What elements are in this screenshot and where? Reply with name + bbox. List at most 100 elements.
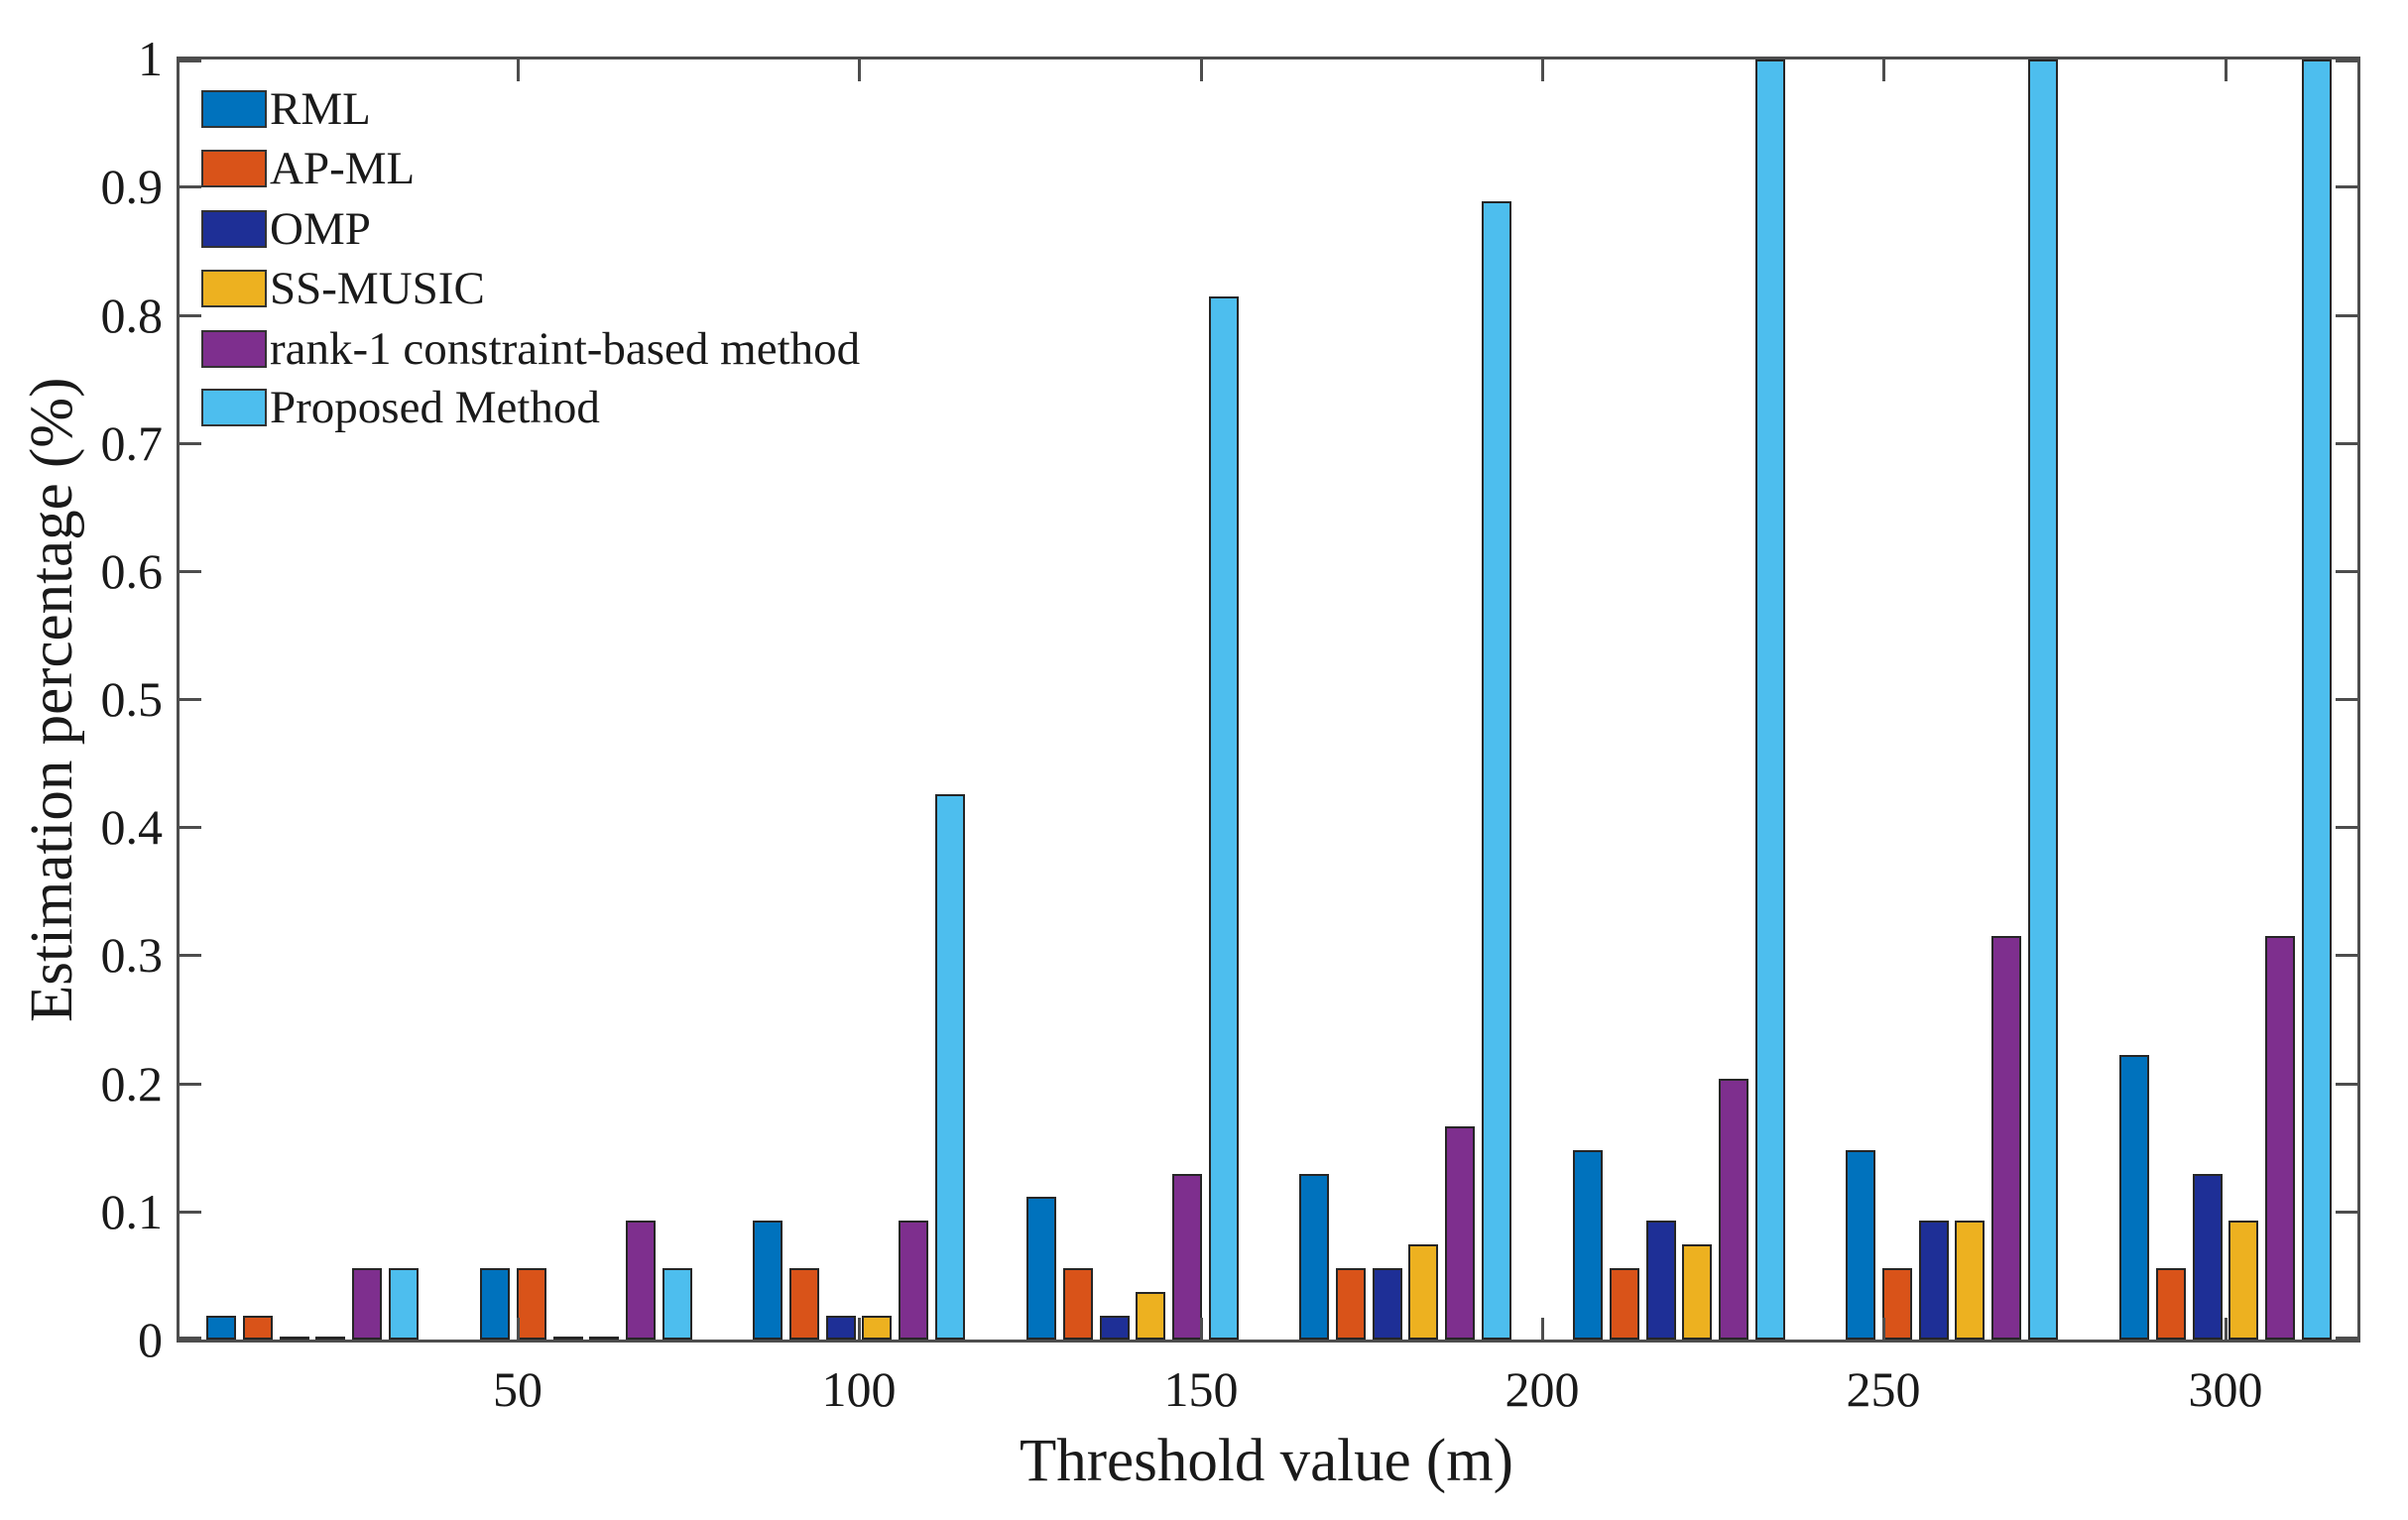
y-tick-left-0.7 <box>180 442 201 445</box>
bar-omp-group5 <box>1373 1268 1402 1340</box>
bar-proposed-method-group4 <box>1209 296 1239 1340</box>
bar-omp-group6 <box>1646 1221 1676 1340</box>
bar-omp-group7 <box>1919 1221 1949 1340</box>
x-tick-label-250: 250 <box>1846 1361 1921 1417</box>
bar-proposed-method-group8 <box>2302 59 2332 1340</box>
bar-rank-1-constraint-based-method-group7 <box>1991 936 2021 1340</box>
bar-ss-music-group8 <box>2228 1221 2258 1340</box>
legend-swatch-rml <box>201 90 267 128</box>
y-tick-right-1 <box>2336 59 2357 62</box>
bar-rank-1-constraint-based-method-group4 <box>1172 1174 1202 1340</box>
legend-swatch-rank-1-constraint-based-method <box>201 330 267 368</box>
bar-ss-music-group3 <box>862 1316 892 1340</box>
x-tick-bottom-250 <box>1882 1318 1885 1340</box>
bar-rml-group5 <box>1299 1174 1329 1340</box>
x-tick-label-300: 300 <box>2188 1361 2263 1417</box>
x-tick-bottom-200 <box>1541 1318 1544 1340</box>
bar-proposed-method-group1 <box>389 1268 419 1340</box>
bar-rml-group4 <box>1026 1197 1056 1340</box>
x-tick-label-200: 200 <box>1505 1361 1580 1417</box>
bar-rml-group8 <box>2119 1055 2149 1340</box>
bar-rml-group6 <box>1573 1150 1603 1340</box>
y-tick-left-0.4 <box>180 826 201 829</box>
bar-proposed-method-group3 <box>935 794 965 1340</box>
legend-swatch-proposed-method <box>201 389 267 426</box>
y-tick-label-1: 1 <box>138 31 163 86</box>
legend-label: rank-1 constraint-based method <box>270 323 861 375</box>
y-tick-label-0: 0 <box>138 1312 163 1367</box>
y-tick-right-0.9 <box>2336 185 2357 188</box>
y-tick-label-0.4: 0.4 <box>100 799 164 855</box>
y-tick-label-0.2: 0.2 <box>100 1056 164 1111</box>
bar-ss-music-group7 <box>1955 1221 1985 1340</box>
legend-row-ss-music: SS-MUSIC <box>201 263 485 314</box>
y-tick-left-0.6 <box>180 570 201 573</box>
bar-ap-ml-group4 <box>1063 1268 1093 1340</box>
y-tick-left-0.2 <box>180 1083 201 1086</box>
legend-row-omp: OMP <box>201 203 371 255</box>
bar-ap-ml-group8 <box>2156 1268 2186 1340</box>
bar-ap-ml-group5 <box>1336 1268 1366 1340</box>
plot-inner-area <box>180 59 2357 1340</box>
y-tick-left-0.1 <box>180 1211 201 1214</box>
bar-rml-group7 <box>1846 1150 1875 1340</box>
y-tick-right-0.3 <box>2336 954 2357 957</box>
legend-label: OMP <box>270 203 371 255</box>
legend-label: AP-ML <box>270 143 416 194</box>
bar-ap-ml-group7 <box>1882 1268 1912 1340</box>
bar-ap-ml-group2 <box>517 1268 546 1340</box>
y-tick-label-0.1: 0.1 <box>100 1184 164 1239</box>
bar-proposed-method-group5 <box>1482 201 1511 1340</box>
x-tick-label-150: 150 <box>1163 1361 1239 1417</box>
bar-rank-1-constraint-based-method-group8 <box>2265 936 2295 1340</box>
y-tick-left-0.5 <box>180 698 201 701</box>
x-axis-label: Threshold value (m) <box>1019 1428 1513 1494</box>
bar-proposed-method-group2 <box>662 1268 692 1340</box>
x-tick-top-50 <box>517 59 520 81</box>
y-tick-right-0.8 <box>2336 314 2357 317</box>
x-tick-top-150 <box>1200 59 1203 81</box>
bar-omp-group1 <box>280 1337 309 1340</box>
y-tick-right-0.5 <box>2336 698 2357 701</box>
y-tick-right-0.1 <box>2336 1211 2357 1214</box>
y-tick-left-1 <box>180 59 201 62</box>
bar-rml-group1 <box>206 1316 236 1340</box>
bar-rank-1-constraint-based-method-group1 <box>352 1268 382 1340</box>
y-tick-label-0.9: 0.9 <box>100 159 164 214</box>
legend-row-ap-ml: AP-ML <box>201 143 416 194</box>
y-tick-label-0.8: 0.8 <box>100 288 164 343</box>
bar-rml-group3 <box>753 1221 783 1340</box>
y-tick-left-0.8 <box>180 314 201 317</box>
y-tick-label-0.5: 0.5 <box>100 671 164 727</box>
x-tick-top-200 <box>1541 59 1544 81</box>
y-tick-right-0.7 <box>2336 442 2357 445</box>
bar-rank-1-constraint-based-method-group6 <box>1719 1079 1748 1340</box>
bar-ss-music-group6 <box>1682 1244 1712 1340</box>
legend-swatch-ap-ml <box>201 150 267 187</box>
x-tick-label-100: 100 <box>821 1361 897 1417</box>
y-tick-right-0.4 <box>2336 826 2357 829</box>
bar-ap-ml-group3 <box>789 1268 819 1340</box>
x-tick-top-100 <box>858 59 861 81</box>
bar-omp-group4 <box>1100 1316 1130 1340</box>
legend-label: SS-MUSIC <box>270 263 485 314</box>
bar-proposed-method-group6 <box>1755 59 1785 1340</box>
bar-rank-1-constraint-based-method-group3 <box>899 1221 928 1340</box>
x-tick-bottom-50 <box>517 1318 520 1340</box>
legend-swatch-omp <box>201 210 267 248</box>
bar-omp-group8 <box>2193 1174 2223 1340</box>
bar-rank-1-constraint-based-method-group5 <box>1445 1126 1475 1340</box>
x-tick-bottom-100 <box>858 1318 861 1340</box>
bar-proposed-method-group7 <box>2028 59 2058 1340</box>
bar-ss-music-group1 <box>315 1337 345 1340</box>
y-tick-label-0.6: 0.6 <box>100 543 164 599</box>
x-tick-bottom-300 <box>2225 1318 2227 1340</box>
y-tick-left-0 <box>180 1337 201 1340</box>
x-tick-top-300 <box>2225 59 2227 81</box>
bar-rml-group2 <box>480 1268 510 1340</box>
x-tick-label-50: 50 <box>493 1361 542 1417</box>
y-tick-left-0.3 <box>180 954 201 957</box>
legend-row-rank-1-constraint-based-method: rank-1 constraint-based method <box>201 323 861 375</box>
bar-ss-music-group2 <box>589 1337 619 1340</box>
bar-ap-ml-group1 <box>243 1316 273 1340</box>
